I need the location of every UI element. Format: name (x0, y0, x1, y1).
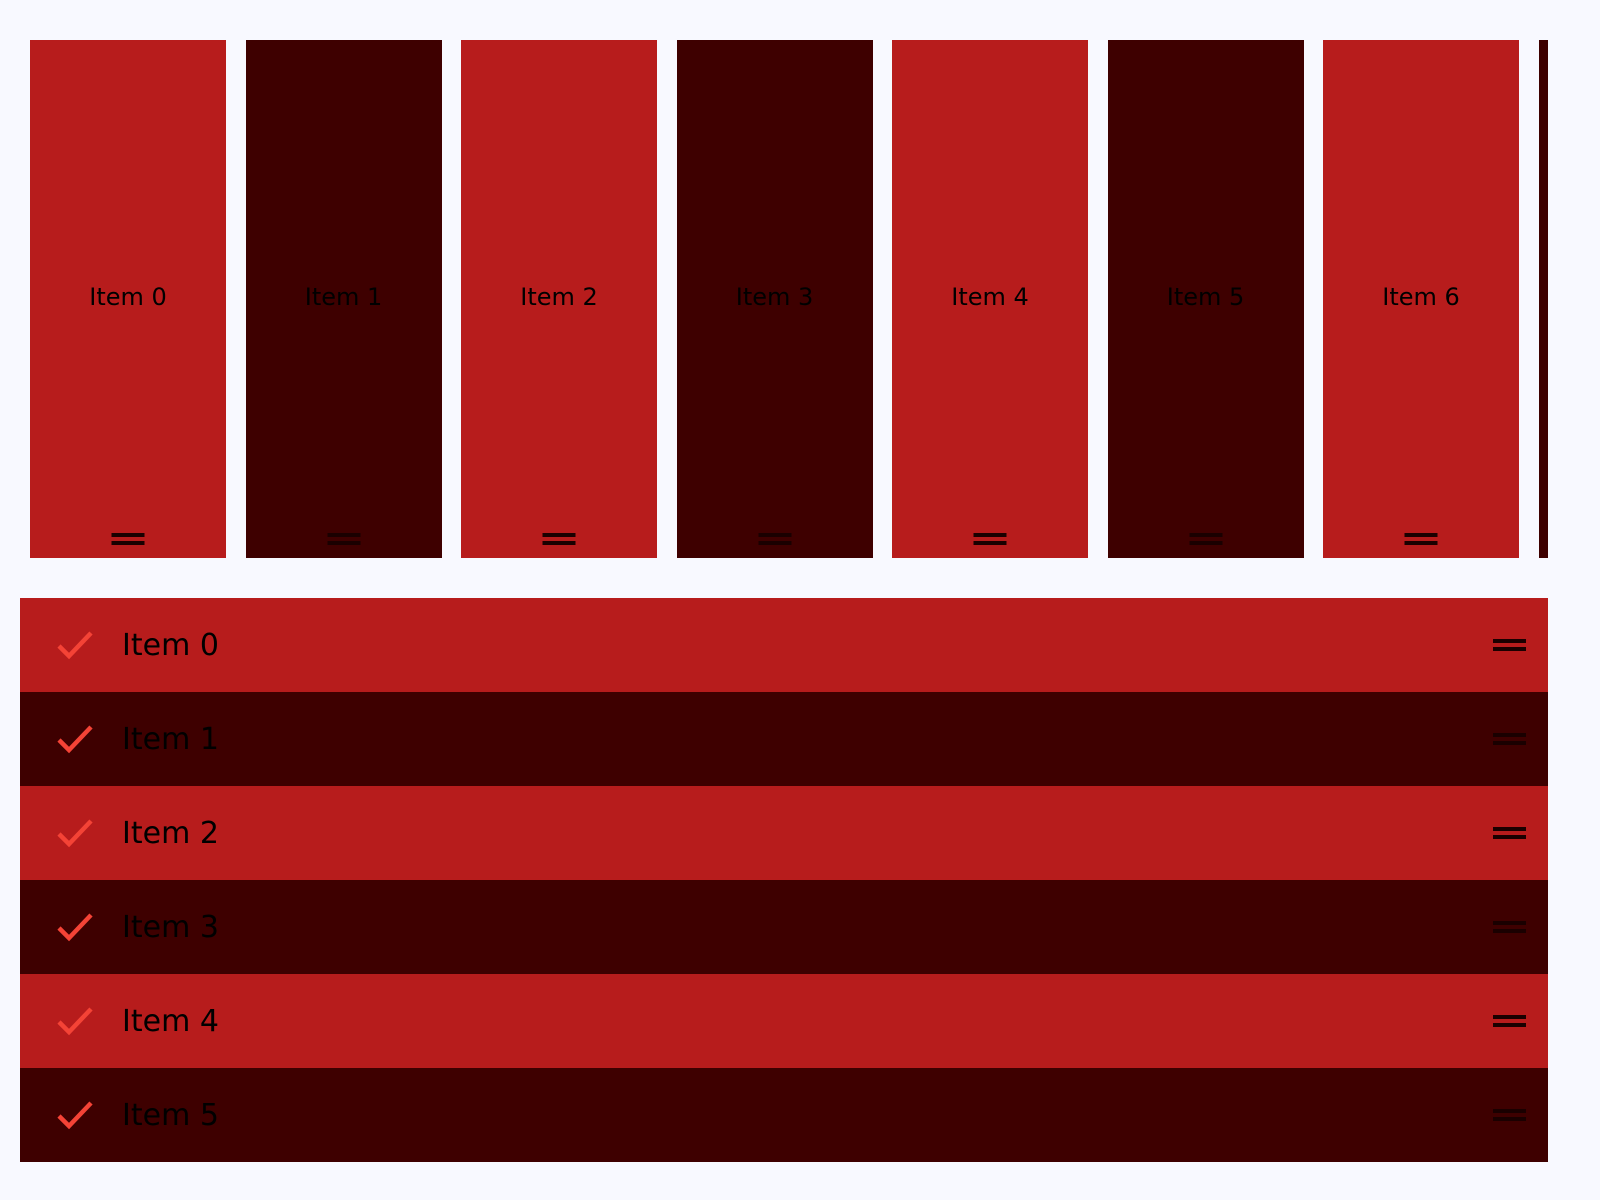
horizontal-list-item[interactable]: Item 4 (892, 40, 1088, 558)
drag-handle-icon[interactable] (1493, 827, 1526, 839)
drag-handle-icon[interactable] (1493, 1109, 1526, 1121)
horizontal-list-item[interactable]: Item 2 (461, 40, 657, 558)
horizontal-list-item[interactable]: Item 5 (1107, 40, 1304, 558)
item-label: Item 4 (951, 283, 1029, 311)
drag-handle-icon[interactable] (111, 533, 145, 545)
drag-handle-icon[interactable] (1493, 1015, 1526, 1027)
item-label: Item 2 (520, 283, 598, 311)
drag-handle-icon[interactable] (1493, 921, 1526, 933)
drag-handle-icon[interactable] (542, 533, 576, 545)
check-icon (57, 913, 93, 942)
drag-handle-icon[interactable] (1189, 533, 1222, 545)
item-label: Item 3 (122, 909, 219, 945)
item-label: Item 4 (122, 1003, 219, 1039)
item-label: Item 2 (122, 815, 219, 851)
item-label: Item 5 (122, 1097, 219, 1133)
item-label: Item 3 (735, 283, 814, 311)
drag-handle-icon[interactable] (327, 533, 360, 545)
item-label: Item 0 (122, 627, 219, 663)
list-item[interactable]: Item 3 (20, 880, 1548, 974)
check-icon (57, 631, 93, 660)
horizontal-list-item[interactable] (1538, 40, 1548, 558)
drag-handle-icon[interactable] (1404, 533, 1438, 545)
vertical-reorderable-list: Item 0 Item 1 Item 2 Item 3 Item 4 Item 5 (20, 598, 1548, 1162)
list-item[interactable]: Item 0 (20, 598, 1548, 692)
horizontal-list-item[interactable]: Item 6 (1323, 40, 1519, 558)
list-item[interactable]: Item 5 (20, 1068, 1548, 1162)
item-label: Item 5 (1166, 283, 1245, 311)
drag-handle-icon[interactable] (758, 533, 791, 545)
check-icon (57, 725, 93, 754)
drag-handle-icon[interactable] (1493, 639, 1526, 651)
item-label: Item 1 (122, 721, 219, 757)
list-item[interactable]: Item 4 (20, 974, 1548, 1068)
horizontal-list-item[interactable]: Item 0 (30, 40, 226, 558)
horizontal-reorderable-list[interactable]: Item 0 Item 1 Item 2 Item 3 Item 4 Item 5 Item… (20, 40, 1548, 558)
check-icon (57, 1007, 93, 1036)
drag-handle-icon[interactable] (1493, 733, 1526, 745)
list-item[interactable]: Item 2 (20, 786, 1548, 880)
item-label: Item 6 (1382, 283, 1460, 311)
item-label: Item 0 (89, 283, 167, 311)
check-icon (57, 1101, 93, 1130)
horizontal-list-item[interactable]: Item 3 (676, 40, 873, 558)
list-item[interactable]: Item 1 (20, 692, 1548, 786)
horizontal-list-item[interactable]: Item 1 (245, 40, 442, 558)
check-icon (57, 819, 93, 848)
item-label: Item 1 (304, 283, 383, 311)
drag-handle-icon[interactable] (973, 533, 1007, 545)
